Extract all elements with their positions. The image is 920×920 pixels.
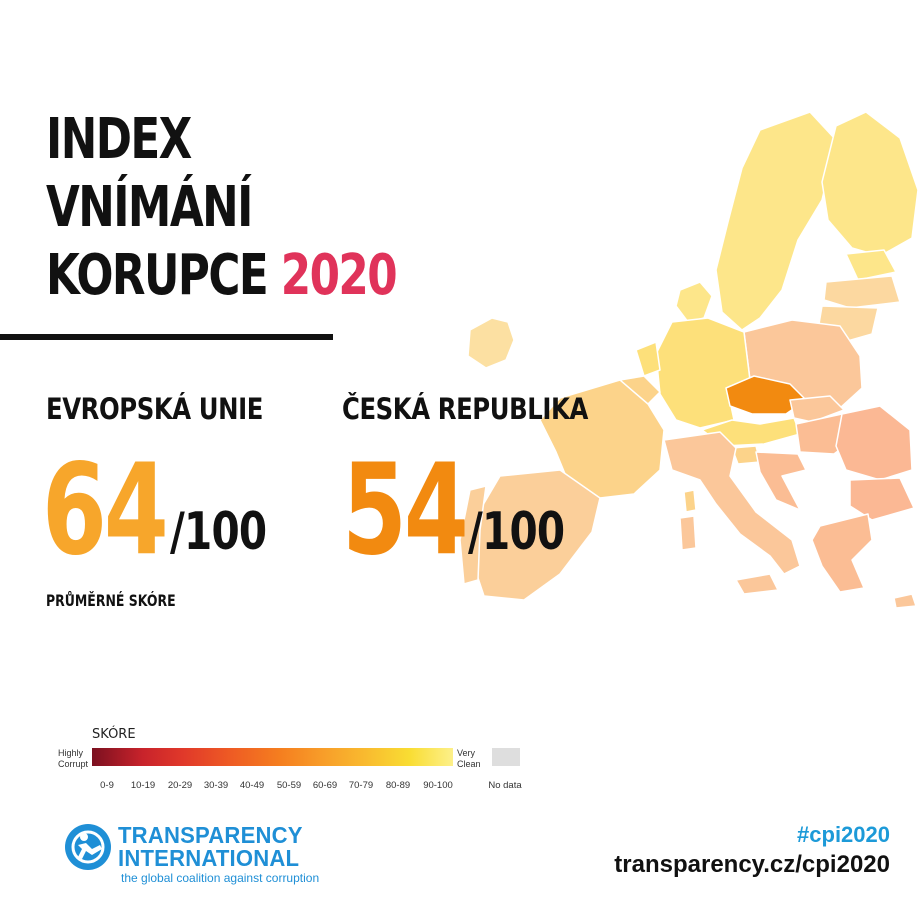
legend-range-8: 80-89 (385, 780, 411, 791)
region-cyprus (893, 593, 917, 609)
legend-low-label-2: Corrupt (58, 759, 89, 769)
legend-title: SKÓRE (92, 727, 136, 742)
legend-range-0: 0-9 (100, 780, 114, 791)
region-greece (811, 513, 873, 593)
region-sicily (735, 573, 779, 595)
legend-color-scale (92, 748, 453, 766)
cz-score-out-of: /100 (468, 502, 565, 562)
region-denmark (675, 281, 713, 323)
title-line-3: KORUPCE 2020 (46, 248, 398, 304)
logo-text-transparency: TRANSPARENCY (118, 822, 303, 848)
region-ireland (467, 317, 515, 369)
region-croatia (755, 451, 807, 511)
region-germany (655, 317, 751, 429)
title-word-korupce: KORUPCE (46, 243, 269, 308)
legend-range-9: 90-100 (423, 780, 453, 791)
legend-range-7: 70-79 (348, 780, 374, 791)
legend-range-5: 50-59 (276, 780, 302, 791)
legend-range-1: 10-19 (130, 780, 156, 791)
legend-high-label: Very Clean (457, 748, 481, 770)
cz-score: 54 (342, 436, 469, 583)
eu-average-note: PRŮMĚRNÉ SKÓRE (46, 591, 176, 610)
logo-text-international: INTERNATIONAL (118, 845, 300, 871)
title-line-1: INDEX (46, 107, 192, 172)
region-sweden (715, 111, 837, 331)
region-slovakia (789, 395, 845, 423)
eu-score-out-of: /100 (170, 502, 267, 562)
region-latvia (823, 275, 901, 309)
region-france (539, 379, 665, 499)
logo-tagline: the global coalition against corruption (121, 871, 320, 885)
region-estonia (845, 249, 897, 281)
region-finland (821, 111, 919, 257)
legend-low-label-1: Highly (58, 748, 84, 758)
legend-no-data-label: No data (488, 780, 522, 791)
legend-range-6: 60-69 (312, 780, 338, 791)
region-portugal (459, 485, 487, 585)
region-corsica (683, 489, 697, 513)
title-divider (0, 334, 333, 340)
legend-range-4: 40-49 (239, 780, 265, 791)
region-italy (663, 431, 801, 575)
legend-range-3: 30-39 (203, 780, 229, 791)
website-link[interactable]: transparency.cz/cpi2020 (614, 851, 890, 878)
cz-label: ČESKÁ REPUBLIKA (342, 392, 588, 426)
legend-no-data-swatch (492, 748, 520, 766)
legend-low-label: Highly Corrupt (58, 748, 88, 770)
legend-high-label-1: Very (457, 748, 476, 758)
eu-label: EVROPSKÁ UNIE (46, 392, 263, 426)
region-romania (835, 405, 913, 481)
transparency-international-logo-icon (65, 824, 111, 870)
legend-high-label-2: Clean (457, 759, 481, 769)
legend-range-2: 20-29 (167, 780, 193, 791)
hashtag: #cpi2020 (797, 822, 890, 847)
europe-map (459, 111, 919, 609)
region-netherlands (635, 341, 661, 377)
region-bulgaria (849, 477, 915, 521)
title-year: 2020 (280, 243, 398, 308)
eu-score: 64 (42, 436, 169, 583)
region-sardinia (679, 515, 697, 551)
title-line-2: VNÍMÁNÍ (46, 175, 253, 240)
